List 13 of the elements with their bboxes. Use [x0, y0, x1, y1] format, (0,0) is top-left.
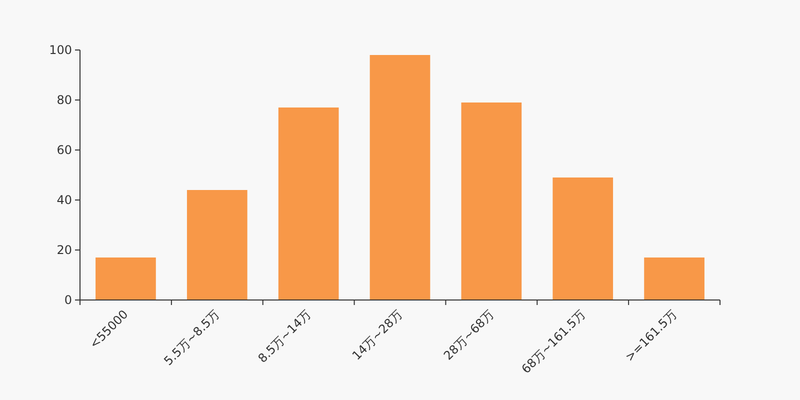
y-tick-label: 60 [56, 143, 72, 158]
y-tick-label: 40 [56, 193, 72, 208]
y-tick-label: 100 [49, 43, 72, 58]
y-tick-label: 0 [64, 293, 72, 308]
y-tick-label: 20 [56, 243, 72, 258]
bar [461, 102, 522, 300]
bar [370, 55, 430, 300]
bar [552, 178, 614, 300]
bar [644, 258, 704, 300]
y-tick-label: 80 [56, 93, 72, 108]
bar [278, 108, 339, 300]
bar [96, 258, 156, 300]
bar [186, 190, 248, 300]
